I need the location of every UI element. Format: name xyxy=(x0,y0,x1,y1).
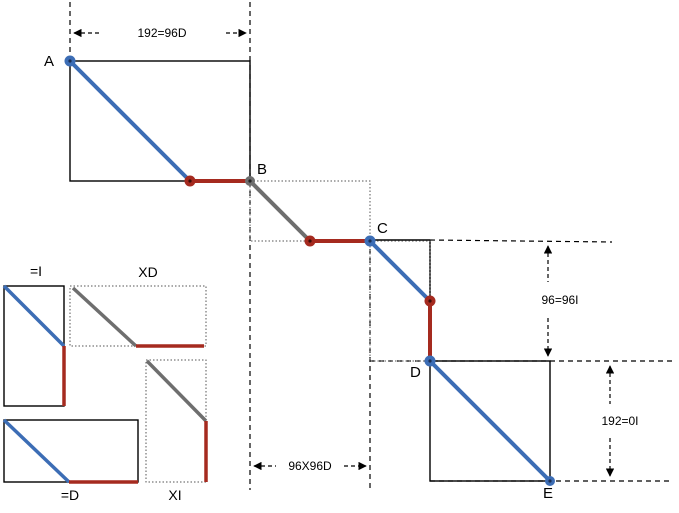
box-d-e xyxy=(429,360,551,482)
path-segment-d-diagonal xyxy=(428,359,552,483)
inset-xd: XD xyxy=(69,264,207,348)
box-b-c xyxy=(249,180,371,242)
label-point-a: A xyxy=(44,53,54,70)
inset-eq-i: =I xyxy=(2,263,66,407)
label-lower-height: 192=0I xyxy=(601,414,638,428)
label-inset-eq-i: =I xyxy=(30,263,42,279)
guide-horizontal-c xyxy=(429,239,613,243)
label-point-e: E xyxy=(543,485,553,502)
box-c-d xyxy=(369,240,431,362)
path-segment-c-diagonal xyxy=(368,239,432,303)
label-bottom-width: 96X96D xyxy=(288,459,332,473)
label-inset-xd: XD xyxy=(138,264,157,280)
path-segment-b-diagonal xyxy=(248,179,312,243)
path-nodes xyxy=(64,55,555,486)
label-upper-height: 96=96I xyxy=(541,293,578,307)
path-segment-a-diagonal xyxy=(68,59,192,183)
dimension-arrows xyxy=(73,28,615,477)
alignment-path xyxy=(68,59,552,483)
box-a-b xyxy=(69,60,251,182)
inset-xi: XI xyxy=(145,359,208,503)
inset-eq-d: =D xyxy=(2,418,139,503)
label-point-d: D xyxy=(410,364,421,381)
label-top-width: 192=96D xyxy=(137,26,186,40)
label-point-c: C xyxy=(377,220,388,237)
label-inset-eq-d: =D xyxy=(61,487,79,503)
label-inset-xi: XI xyxy=(168,487,181,503)
label-point-b: B xyxy=(257,161,267,178)
